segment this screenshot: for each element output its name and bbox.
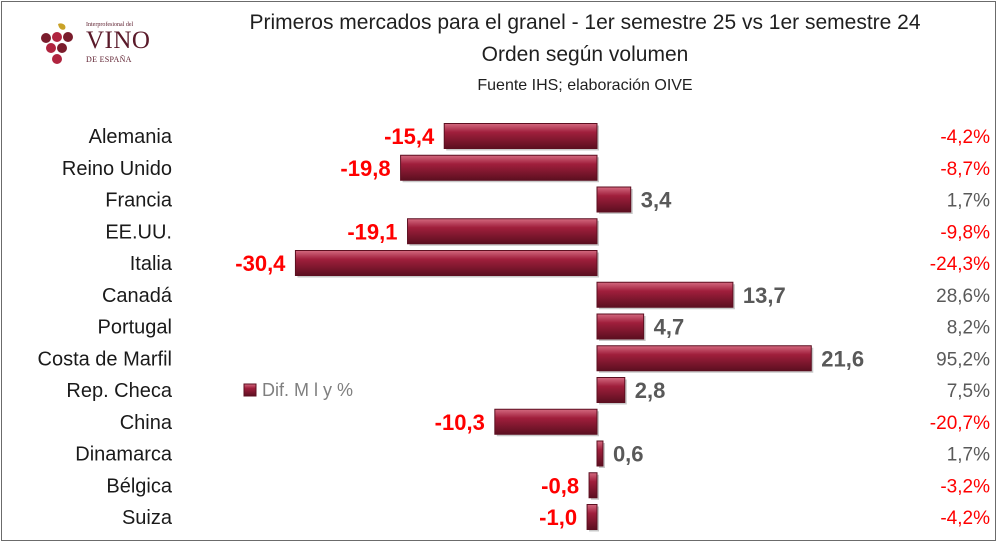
category-label: EE.UU. [105,221,172,243]
category-label: Suiza [122,507,173,529]
category-label: China [120,412,173,434]
category-label: Dinamarca [75,444,173,466]
bar [494,408,598,435]
percent-label: -9,8% [940,222,990,243]
value-label: -10,3 [435,410,485,435]
chart-subtitle: Orden según volumen [481,43,689,66]
percent-label: 1,7% [947,445,990,466]
bar [596,345,812,372]
bar [407,218,598,245]
category-label: Canadá [102,285,173,307]
bar [596,186,632,213]
value-label: 3,4 [641,188,672,213]
oive-logo: Interprofesional del VINO DE ESPAÑA [36,22,150,70]
category-label: Reino Unido [62,158,172,180]
value-label: -30,4 [235,251,286,276]
bar [294,250,598,276]
percent-label: 8,2% [947,318,990,339]
percent-label: -8,7% [940,159,990,180]
value-label: 2,8 [635,378,666,403]
value-label: -19,1 [347,219,397,244]
value-label: 4,7 [654,315,685,340]
legend-swatch [243,383,257,397]
bar [596,377,626,403]
category-label: Rep. Checa [66,380,172,402]
legend-label: Dif. M l y % [262,380,353,400]
percent-label: -24,3% [930,254,990,275]
category-label: Alemania [89,126,173,148]
logo-bottom-text: DE ESPAÑA [86,55,132,64]
percent-label: -20,7% [930,413,990,434]
logo-top-text: Interprofesional del [86,22,134,28]
grape-icon [41,23,73,64]
bar [400,154,598,181]
percent-label: -4,2% [940,127,990,148]
bar [443,123,598,149]
category-label: Bélgica [106,475,172,497]
category-label: Costa de Marfil [38,348,173,370]
value-label: 0,6 [613,442,644,467]
category-label: Italia [130,253,173,275]
value-label: 13,7 [743,283,786,308]
percent-label: 7,5% [947,381,990,402]
logo-main-text: VINO [86,27,151,54]
percent-label: -3,2% [940,476,990,497]
percent-label: -4,2% [940,508,990,529]
bar [596,281,734,308]
bar [596,440,604,467]
bar [586,504,598,530]
percent-label: 95,2% [936,349,990,370]
value-label: -19,8 [340,156,390,181]
category-label: Portugal [98,317,173,339]
chart-source: Fuente IHS; elaboración OIVE [477,77,693,94]
value-label: -1,0 [539,505,577,530]
value-label: -0,8 [541,473,579,498]
chart-title: Primeros mercados para el granel - 1er s… [249,11,921,34]
bar [596,313,645,340]
bar [588,472,598,499]
percent-label: 28,6% [936,286,990,307]
value-label: 21,6 [821,346,864,371]
percent-label: 1,7% [947,191,990,212]
category-label: Francia [105,190,173,212]
value-label: -15,4 [384,124,435,149]
